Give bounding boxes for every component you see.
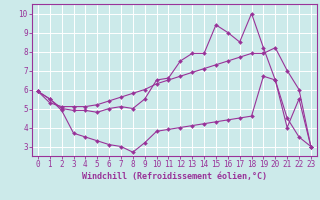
X-axis label: Windchill (Refroidissement éolien,°C): Windchill (Refroidissement éolien,°C) (82, 172, 267, 181)
